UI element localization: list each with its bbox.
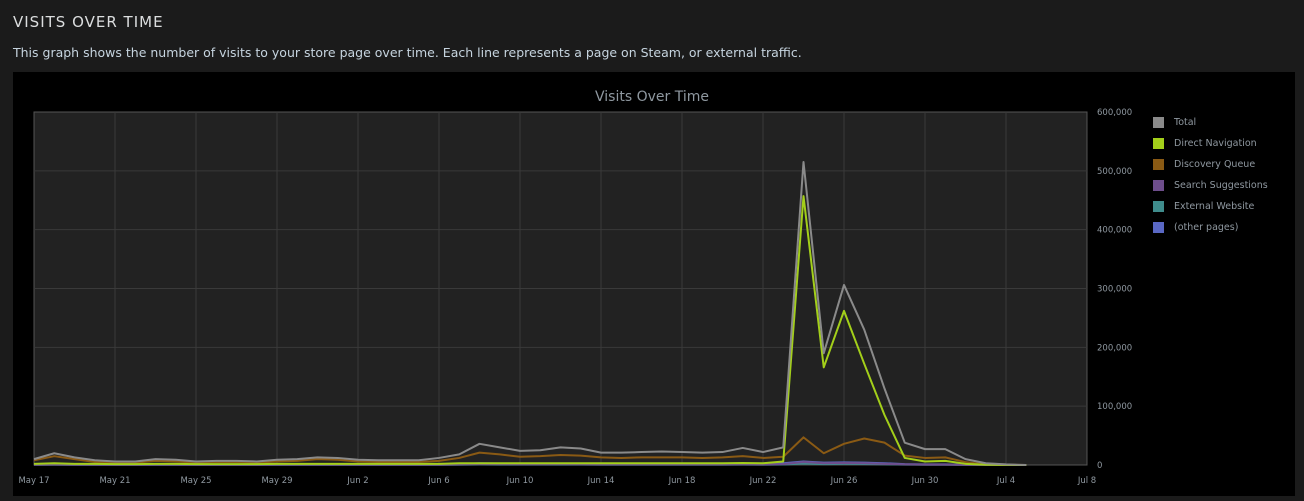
legend-swatch [1153, 201, 1164, 212]
section-title: VISITS OVER TIME [13, 13, 164, 31]
legend-swatch [1153, 180, 1164, 191]
chart-title: Visits Over Time [595, 89, 709, 105]
x-tick-label: Jul 8 [1077, 476, 1096, 486]
x-tick-label: Jun 26 [830, 476, 858, 486]
x-tick-label: Jun 10 [506, 476, 534, 486]
y-tick-label: 500,000 [1097, 167, 1132, 177]
x-tick-label: May 21 [99, 476, 130, 486]
x-tick-label: Jun 6 [427, 476, 449, 486]
x-tick-label: May 29 [261, 476, 292, 486]
series-line-total [33, 161, 1027, 466]
legend-label: Search Suggestions [1174, 180, 1268, 191]
legend-swatch [1153, 159, 1164, 170]
series-line-direct-navigation [33, 195, 1027, 466]
legend-item[interactable]: Direct Navigation [1153, 133, 1268, 154]
x-tick-label: Jun 30 [911, 476, 939, 486]
x-tick-label: Jun 2 [346, 476, 368, 486]
chart-legend: Total Direct Navigation Discovery Queue Sea… [1153, 112, 1268, 238]
legend-item[interactable]: Total [1153, 112, 1268, 133]
y-tick-label: 200,000 [1097, 343, 1132, 353]
legend-item[interactable]: (other pages) [1153, 217, 1268, 238]
visits-chart: Visits Over Time May 17 May 21 May 25 May 2… [18, 89, 1132, 486]
x-tick-label: May 25 [180, 476, 211, 486]
legend-label: Total [1174, 117, 1197, 128]
y-tick-label: 100,000 [1097, 402, 1132, 412]
x-tick-label: Jun 14 [587, 476, 615, 486]
series-line-discovery-queue [33, 436, 1027, 466]
y-tick-label: 0 [1097, 461, 1102, 471]
y-tick-label: 600,000 [1097, 108, 1132, 118]
legend-label: (other pages) [1174, 222, 1239, 233]
legend-label: Discovery Queue [1174, 159, 1256, 170]
y-tick-label: 400,000 [1097, 226, 1132, 236]
legend-swatch [1153, 138, 1164, 149]
x-tick-label: Jul 4 [996, 476, 1015, 486]
legend-swatch [1153, 222, 1164, 233]
x-tick-label: May 17 [18, 476, 49, 486]
x-tick-label: Jun 18 [668, 476, 696, 486]
legend-label: External Website [1174, 201, 1255, 212]
legend-item[interactable]: Search Suggestions [1153, 175, 1268, 196]
section-description: This graph shows the number of visits to… [13, 45, 802, 60]
legend-swatch [1153, 117, 1164, 128]
x-tick-label: Jun 22 [749, 476, 777, 486]
legend-item[interactable]: External Website [1153, 196, 1268, 217]
legend-item[interactable]: Discovery Queue [1153, 154, 1268, 175]
chart-container: Visits Over Time May 17 May 21 May 25 May 2… [13, 72, 1295, 496]
y-tick-label: 300,000 [1097, 285, 1132, 295]
legend-label: Direct Navigation [1174, 138, 1257, 149]
